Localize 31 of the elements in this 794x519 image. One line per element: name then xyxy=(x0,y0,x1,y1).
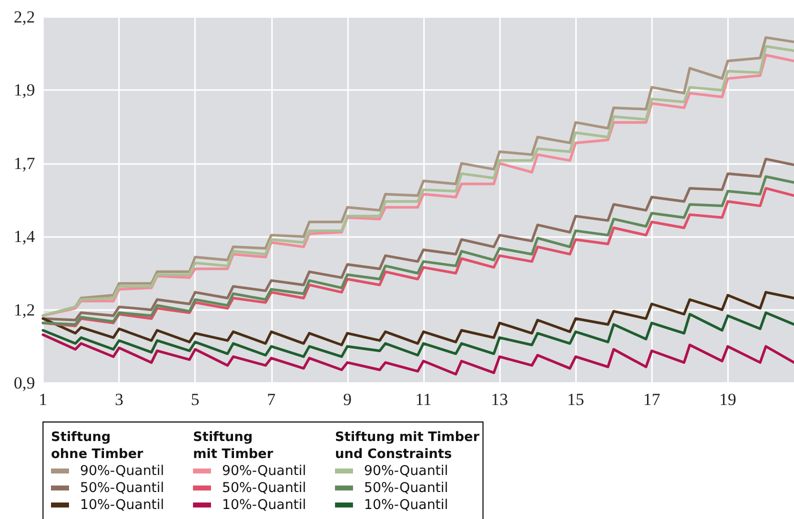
x-tick-label: 7 xyxy=(267,390,276,409)
x-tick-label: 9 xyxy=(343,390,352,409)
y-tick-label: 1,2 xyxy=(14,300,35,320)
legend-label: 10%-Quantil xyxy=(80,497,164,513)
y-tick-label: 1,7 xyxy=(14,154,36,173)
legend-label: 50%-Quantil xyxy=(222,480,306,496)
x-tick-label: 15 xyxy=(567,390,584,409)
legend-label: 90%-Quantil xyxy=(222,463,306,479)
legend-label: 50%-Quantil xyxy=(364,480,448,496)
x-tick-label: 17 xyxy=(643,390,661,409)
x-tick-label: 3 xyxy=(114,390,124,409)
y-tick-label: 1,4 xyxy=(14,227,36,246)
text: Stiftung mit Timber und Constraints xyxy=(335,430,480,462)
y-tick-label: 1,9 xyxy=(14,80,35,100)
x-tick-label: 1 xyxy=(38,390,48,409)
legend-label: 90%-Quantil xyxy=(364,463,448,479)
line-series xyxy=(42,290,794,346)
x-tick-label: 11 xyxy=(415,390,432,409)
y-tick-label: 2,2 xyxy=(14,8,35,26)
legend-label: 50%-Quantil xyxy=(80,480,164,496)
x-tick-label: 5 xyxy=(190,390,200,409)
line-series xyxy=(42,311,794,358)
line-series xyxy=(42,333,794,376)
text: Stiftung ohne Timber xyxy=(51,430,144,462)
x-tick-label: 13 xyxy=(491,390,508,409)
legend-label: 10%-Quantil xyxy=(364,497,448,513)
text: Stiftung mit Timber xyxy=(193,430,274,462)
legend-label: 10%-Quantil xyxy=(222,497,306,513)
x-tick-label: 19 xyxy=(719,390,736,409)
legend-label: 90%-Quantil xyxy=(80,463,164,479)
y-tick-label: 0,9 xyxy=(14,374,35,392)
